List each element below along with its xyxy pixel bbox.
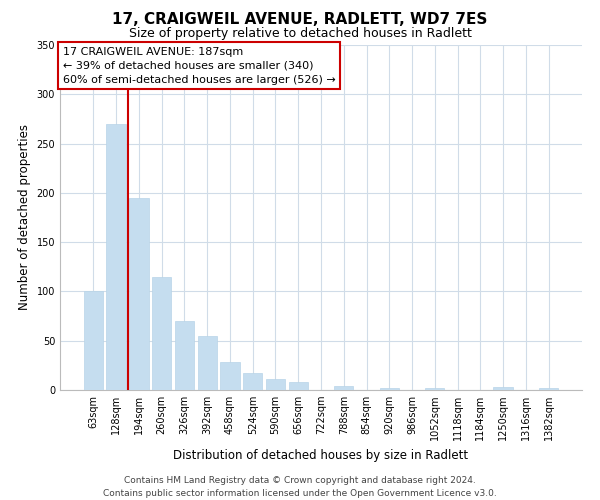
Bar [84, 292, 103, 390]
Bar [266, 379, 285, 390]
Bar [175, 321, 194, 390]
Bar [380, 388, 399, 390]
Bar [493, 387, 513, 390]
Bar [289, 382, 308, 390]
Bar [152, 276, 172, 390]
Bar [243, 373, 262, 390]
Bar [539, 388, 558, 390]
Bar [425, 388, 445, 390]
Text: Contains HM Land Registry data © Crown copyright and database right 2024.
Contai: Contains HM Land Registry data © Crown c… [103, 476, 497, 498]
Bar [129, 198, 149, 390]
Text: Size of property relative to detached houses in Radlett: Size of property relative to detached ho… [128, 28, 472, 40]
Bar [106, 124, 126, 390]
Text: 17 CRAIGWEIL AVENUE: 187sqm
← 39% of detached houses are smaller (340)
60% of se: 17 CRAIGWEIL AVENUE: 187sqm ← 39% of det… [62, 46, 335, 84]
X-axis label: Distribution of detached houses by size in Radlett: Distribution of detached houses by size … [173, 448, 469, 462]
Text: 17, CRAIGWEIL AVENUE, RADLETT, WD7 7ES: 17, CRAIGWEIL AVENUE, RADLETT, WD7 7ES [112, 12, 488, 28]
Bar [220, 362, 239, 390]
Y-axis label: Number of detached properties: Number of detached properties [18, 124, 31, 310]
Bar [197, 336, 217, 390]
Bar [334, 386, 353, 390]
